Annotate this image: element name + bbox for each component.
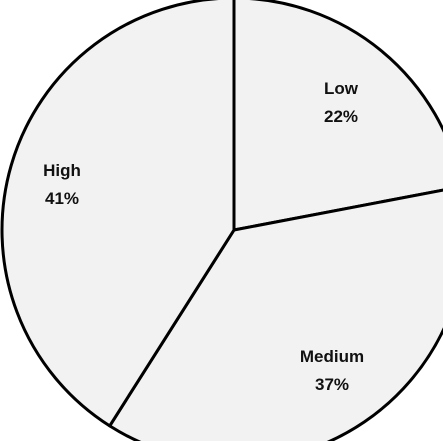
slice-label-medium: Medium 37% <box>300 347 364 394</box>
slice-label-low-name: Low <box>324 79 359 98</box>
slice-label-high-percent: 41% <box>45 189 79 208</box>
slice-label-low: Low 22% <box>324 79 359 126</box>
pie-slice-low <box>232 0 443 232</box>
pie-slice-high <box>0 0 236 428</box>
slice-label-high: High 41% <box>43 161 81 208</box>
slice-label-medium-name: Medium <box>300 347 364 366</box>
pie-slice-medium <box>108 188 443 441</box>
slice-label-high-name: High <box>43 161 81 180</box>
slice-label-medium-percent: 37% <box>315 375 349 394</box>
slice-label-low-percent: 22% <box>324 107 358 126</box>
